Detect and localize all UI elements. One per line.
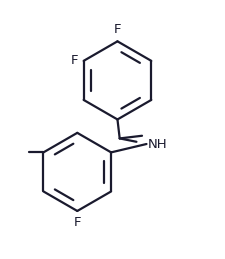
Text: NH: NH bbox=[147, 138, 166, 150]
Text: F: F bbox=[71, 54, 78, 67]
Text: F: F bbox=[73, 216, 81, 229]
Text: F: F bbox=[113, 23, 121, 37]
